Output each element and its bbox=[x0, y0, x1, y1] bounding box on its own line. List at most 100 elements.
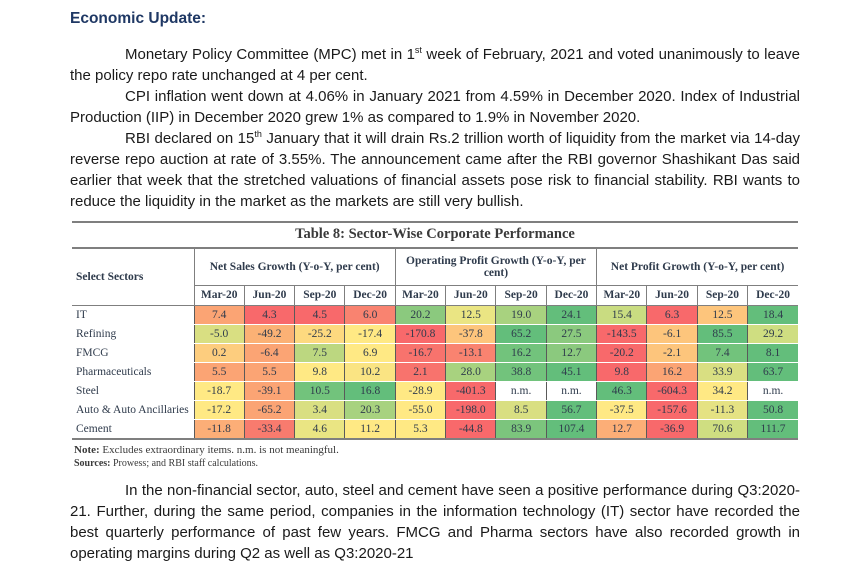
value-cell: 20.2 bbox=[394, 305, 446, 325]
note-text: Excludes extraordinary items. n.m. is no… bbox=[99, 444, 339, 456]
value-cell: 46.3 bbox=[596, 381, 647, 401]
value-cell: -37.5 bbox=[596, 400, 647, 420]
value-cell: 63.7 bbox=[747, 362, 798, 382]
value-cell: 4.3 bbox=[243, 305, 295, 325]
value-cell: 12.7 bbox=[596, 419, 647, 440]
value-cell: -17.4 bbox=[344, 324, 396, 344]
value-cell: 12.5 bbox=[696, 305, 748, 325]
value-cell: 65.2 bbox=[495, 324, 547, 344]
value-cell: 5.3 bbox=[394, 419, 446, 440]
value-cell: 27.5 bbox=[545, 324, 597, 344]
row-label: Auto & Auto Ancillaries bbox=[72, 400, 194, 420]
value-cell: 24.1 bbox=[545, 305, 597, 325]
value-cell: 10.2 bbox=[344, 362, 396, 382]
value-cell: -37.8 bbox=[445, 324, 496, 344]
column-header-sep-20: Sep-20 bbox=[495, 285, 547, 306]
ordinal-superscript: st bbox=[414, 45, 422, 55]
value-cell: 38.8 bbox=[495, 362, 547, 382]
value-cell: 2.1 bbox=[394, 362, 446, 382]
value-cell: 56.7 bbox=[545, 400, 597, 420]
value-cell: 4.6 bbox=[294, 419, 345, 440]
value-cell: 9.8 bbox=[596, 362, 647, 382]
column-header-dec-20: Dec-20 bbox=[545, 285, 597, 306]
column-group-operating-profit-growth: Operating Profit Growth (Y-o-Y, per cent… bbox=[394, 248, 597, 286]
value-cell: 8.1 bbox=[747, 343, 798, 363]
value-cell: -18.7 bbox=[193, 381, 245, 401]
value-cell: 50.8 bbox=[747, 400, 798, 420]
value-cell: 34.2 bbox=[696, 381, 748, 401]
value-cell: 10.5 bbox=[294, 381, 345, 401]
value-cell: -2.1 bbox=[646, 343, 698, 363]
paragraph-rbi-text: RBI declared on 15 bbox=[125, 130, 255, 147]
column-header-mar-20: Mar-20 bbox=[193, 285, 245, 306]
paragraph-rbi-text-cont: January that it will drain Rs.2 trillion… bbox=[70, 130, 800, 210]
column-header-select-sectors: Select Sectors bbox=[72, 248, 194, 306]
value-cell: -11.3 bbox=[696, 400, 748, 420]
value-cell: 33.9 bbox=[696, 362, 748, 382]
value-cell: 5.5 bbox=[193, 362, 245, 382]
value-cell: 111.7 bbox=[747, 419, 798, 440]
value-cell: 16.8 bbox=[344, 381, 396, 401]
group-header-row: Select Sectors Net Sales Growth (Y-o-Y, … bbox=[72, 248, 798, 306]
value-cell: -6.1 bbox=[646, 324, 698, 344]
paragraph-cpi: CPI inflation went down at 4.06% in Janu… bbox=[70, 88, 800, 126]
table-notes: Note: Excludes extraordinary items. n.m.… bbox=[74, 443, 796, 470]
table-row: IT 7.4 4.3 4.5 6.0 20.2 12.5 19.0 24.1 15.4 6.3 12.… bbox=[72, 305, 798, 325]
value-cell: 107.4 bbox=[545, 419, 597, 440]
value-cell: -170.8 bbox=[394, 324, 446, 344]
row-label: Pharmaceuticals bbox=[72, 362, 194, 382]
row-label: FMCG bbox=[72, 343, 194, 363]
ordinal-superscript: th bbox=[254, 129, 262, 139]
value-cell: -16.7 bbox=[394, 343, 446, 363]
value-cell: -33.4 bbox=[243, 419, 295, 440]
value-cell: 15.4 bbox=[596, 305, 647, 325]
value-cell: -25.2 bbox=[294, 324, 345, 344]
value-cell: 11.2 bbox=[344, 419, 396, 440]
row-label: Steel bbox=[72, 381, 194, 401]
paragraph-mpc: Monetary Policy Committee (MPC) met in 1… bbox=[70, 44, 800, 86]
value-cell: 9.8 bbox=[294, 362, 345, 382]
paragraph-mpc-text: Monetary Policy Committee (MPC) met in 1 bbox=[125, 46, 415, 63]
value-cell: 7.5 bbox=[294, 343, 345, 363]
value-cell: -11.8 bbox=[193, 419, 245, 440]
value-cell: -65.2 bbox=[243, 400, 295, 420]
value-cell: n.m. bbox=[747, 381, 798, 401]
sources-text: Prowess; and RBI staff calculations. bbox=[110, 458, 259, 469]
column-header-dec-20: Dec-20 bbox=[747, 285, 798, 306]
table-sources: Sources: Prowess; and RBI staff calculat… bbox=[74, 457, 796, 470]
column-header-mar-20: Mar-20 bbox=[394, 285, 446, 306]
value-cell: 28.0 bbox=[445, 362, 496, 382]
value-cell: -49.2 bbox=[243, 324, 295, 344]
sector-performance-table-block: Table 8: Sector-Wise Corporate Performan… bbox=[72, 221, 798, 470]
value-cell: 7.4 bbox=[193, 305, 245, 325]
value-cell: -143.5 bbox=[596, 324, 647, 344]
value-cell: 12.5 bbox=[445, 305, 496, 325]
value-cell: -5.0 bbox=[193, 324, 245, 344]
sector-performance-table: Select Sectors Net Sales Growth (Y-o-Y, … bbox=[72, 247, 798, 440]
value-cell: 12.7 bbox=[545, 343, 597, 363]
value-cell: -401.3 bbox=[445, 381, 496, 401]
note-label: Note: bbox=[74, 444, 100, 456]
page-title: Economic Update: bbox=[70, 10, 207, 27]
value-cell: 16.2 bbox=[646, 362, 698, 382]
value-cell: -20.2 bbox=[596, 343, 647, 363]
column-group-net-profit-growth: Net Profit Growth (Y-o-Y, per cent) bbox=[596, 248, 798, 286]
column-header-sep-20: Sep-20 bbox=[294, 285, 345, 306]
sources-label: Sources: bbox=[74, 458, 111, 469]
value-cell: 83.9 bbox=[495, 419, 547, 440]
table-row: Cement -11.8 -33.4 4.6 11.2 5.3 -44.8 83.9 107.4… bbox=[72, 419, 798, 440]
value-cell: 6.3 bbox=[646, 305, 698, 325]
paragraph-summary: In the non-financial sector, auto, steel… bbox=[70, 482, 800, 562]
column-header-dec-20: Dec-20 bbox=[344, 285, 396, 306]
value-cell: 19.0 bbox=[495, 305, 547, 325]
value-cell: -55.0 bbox=[394, 400, 446, 420]
value-cell: -13.1 bbox=[445, 343, 496, 363]
value-cell: -44.8 bbox=[445, 419, 496, 440]
quarter-header-row: Mar-20 Jun-20 Sep-20 Dec-20 Mar-20 Jun-20 Sep-… bbox=[72, 285, 798, 306]
row-label: Refining bbox=[72, 324, 194, 344]
value-cell: 7.4 bbox=[696, 343, 748, 363]
paragraph-mpc-text-cont: week of February, 2021 and voted unanimo… bbox=[70, 46, 800, 84]
table-row: FMCG 0.2 -6.4 7.5 6.9 -16.7 -13.1 16.2 12.7 -20.2… bbox=[72, 343, 798, 363]
paragraph-rbi: RBI declared on 15th January that it wil… bbox=[70, 128, 800, 212]
